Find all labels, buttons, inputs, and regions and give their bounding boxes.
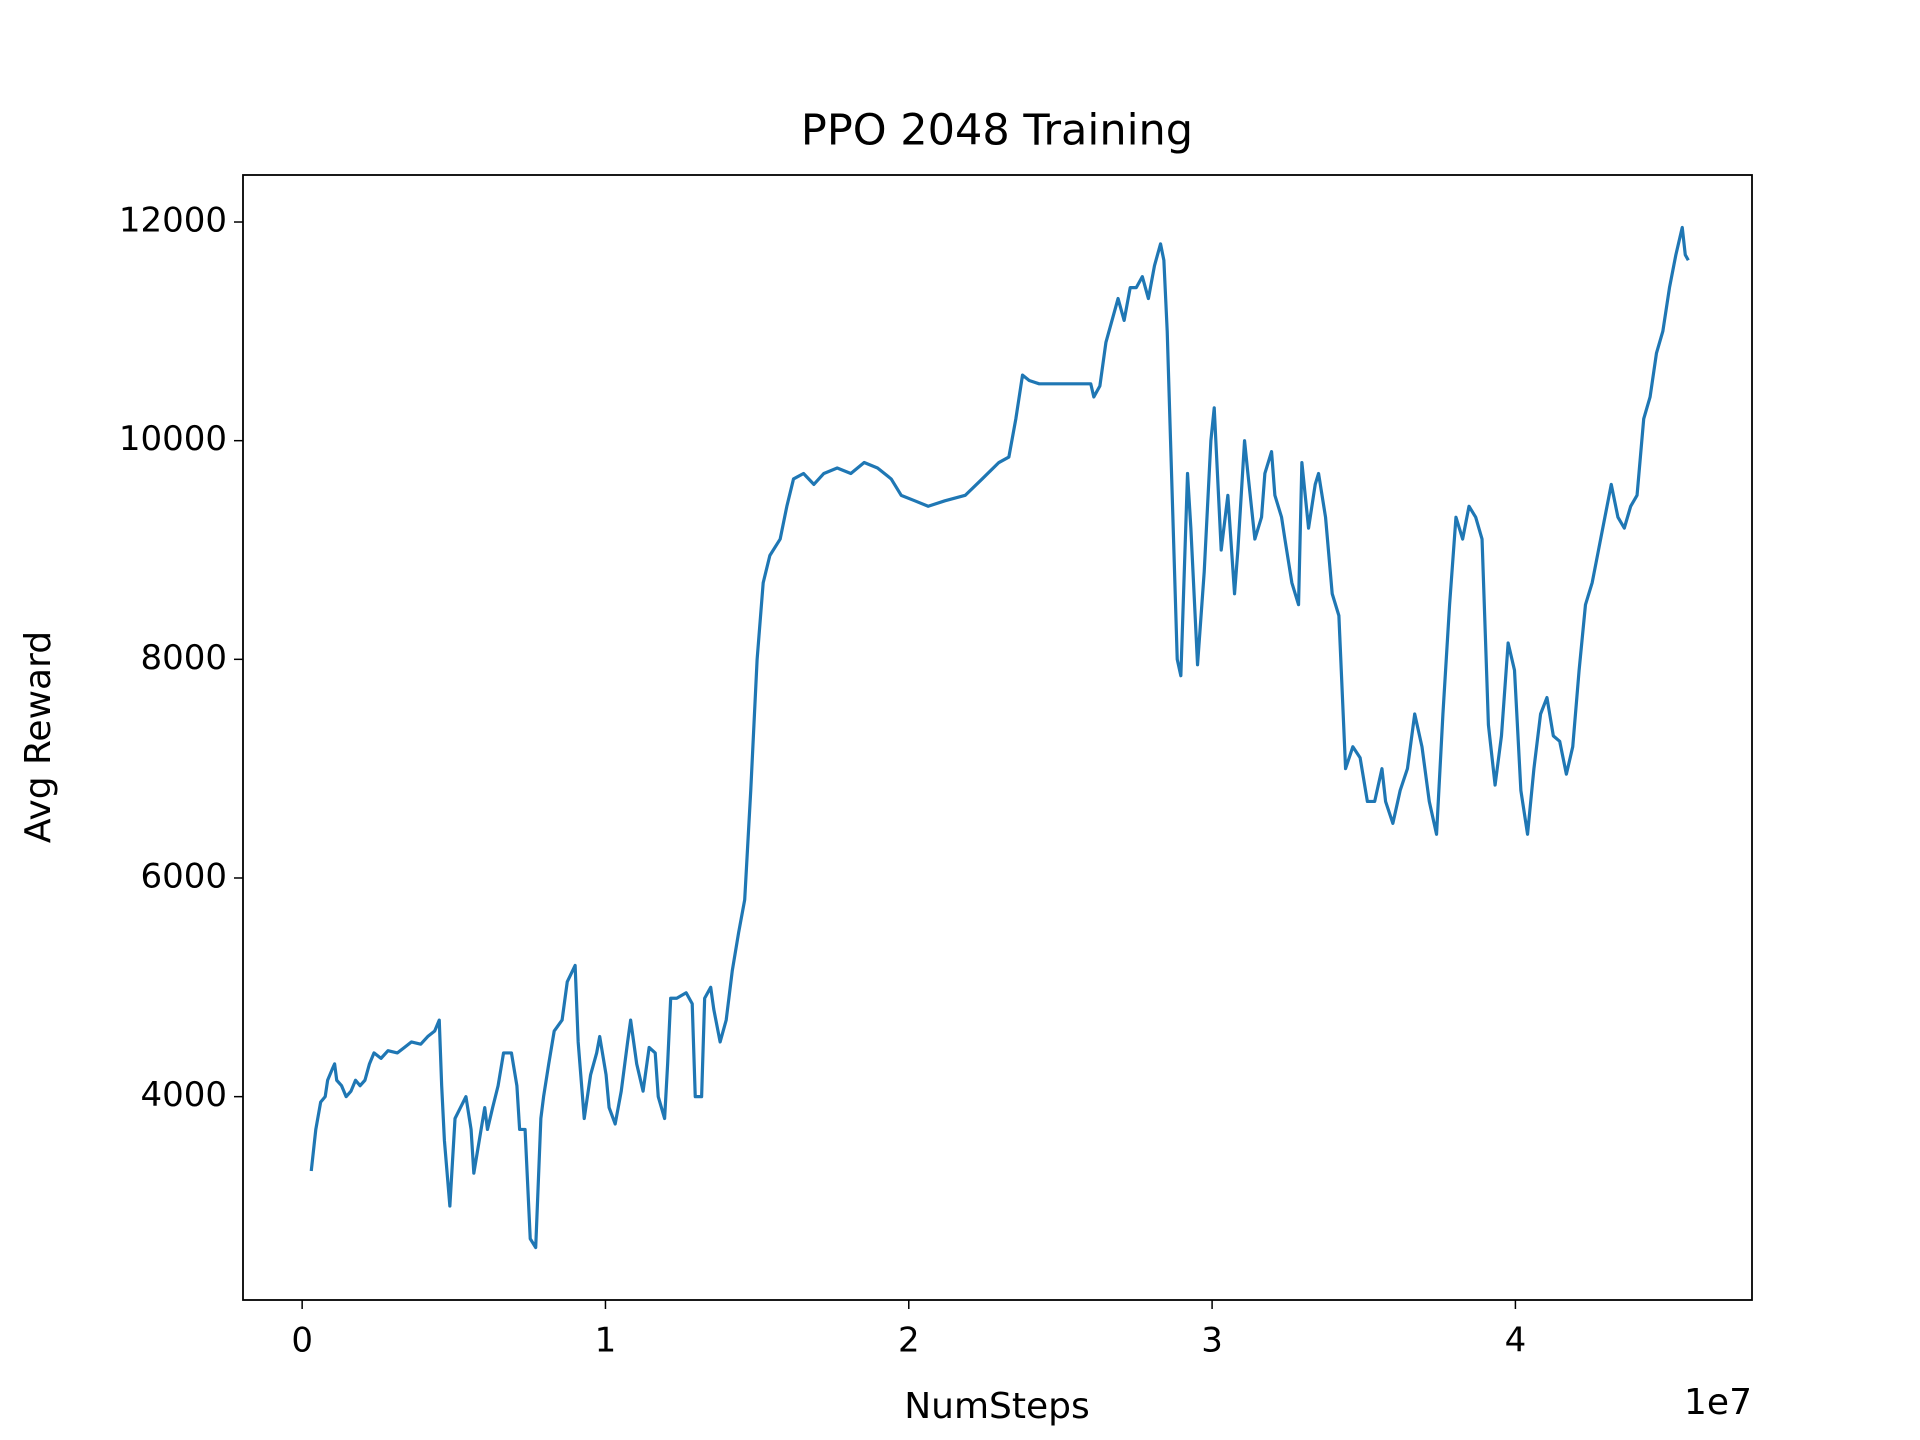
y-tick-label: 12000 <box>119 201 227 241</box>
y-tick-label: 6000 <box>140 856 227 896</box>
x-offset-label: 1e7 <box>1684 1382 1752 1423</box>
x-tick-label: 0 <box>291 1321 313 1361</box>
y-tick-label: 4000 <box>140 1075 227 1115</box>
x-tick-label: 2 <box>898 1321 920 1361</box>
x-tick-label: 4 <box>1505 1321 1527 1361</box>
chart-title: PPO 2048 Training <box>801 106 1193 156</box>
plot-frame <box>242 174 1753 1301</box>
x-tick-label: 3 <box>1201 1321 1223 1361</box>
y-axis-label: Avg Reward <box>18 631 59 843</box>
x-axis-label: NumSteps <box>904 1386 1090 1427</box>
data-line <box>309 225 1690 1250</box>
y-tick-label: 10000 <box>119 419 227 459</box>
x-tick-label: 1 <box>595 1321 617 1361</box>
y-tick-label: 8000 <box>140 638 227 678</box>
